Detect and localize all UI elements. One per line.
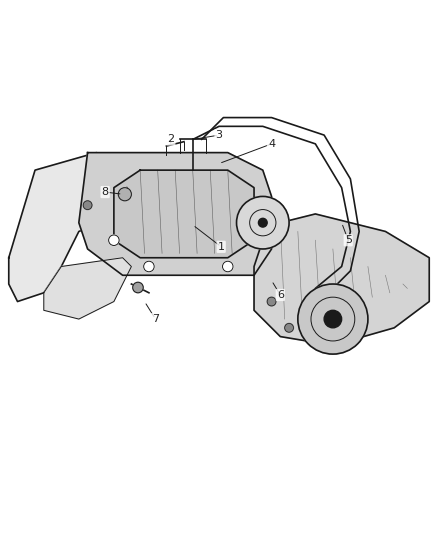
Circle shape (109, 235, 119, 246)
Text: 4: 4 (268, 139, 275, 149)
Text: 7: 7 (152, 314, 159, 324)
Circle shape (267, 297, 276, 306)
Text: 8: 8 (102, 187, 109, 197)
Polygon shape (114, 170, 254, 258)
Text: 5: 5 (345, 235, 352, 245)
Circle shape (118, 188, 131, 201)
Circle shape (324, 310, 342, 328)
Text: 6: 6 (277, 290, 284, 300)
Polygon shape (44, 258, 131, 319)
Circle shape (237, 197, 289, 249)
Circle shape (258, 219, 267, 227)
Text: 2: 2 (167, 134, 174, 144)
Polygon shape (254, 214, 429, 345)
Circle shape (144, 261, 154, 272)
Polygon shape (79, 152, 272, 275)
Text: 3: 3 (215, 130, 223, 140)
Circle shape (133, 282, 143, 293)
Circle shape (83, 201, 92, 209)
Polygon shape (9, 152, 140, 302)
Circle shape (285, 324, 293, 332)
Text: 1: 1 (218, 242, 225, 252)
Circle shape (223, 261, 233, 272)
Circle shape (298, 284, 368, 354)
